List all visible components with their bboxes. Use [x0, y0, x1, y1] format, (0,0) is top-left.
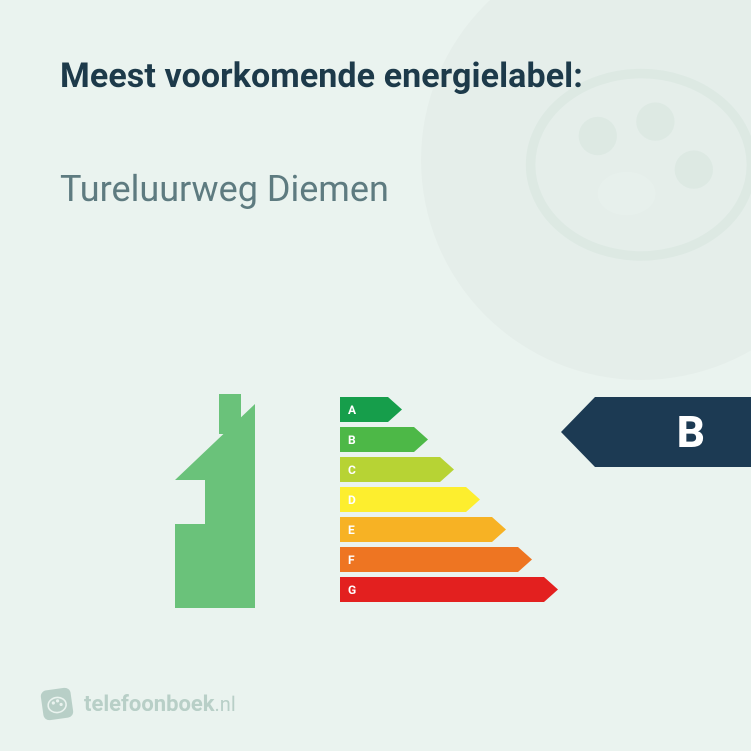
label-bar-c: C — [340, 457, 558, 482]
label-bar-d: D — [340, 487, 558, 512]
bar-label: G — [348, 583, 356, 597]
result-letter: B — [677, 406, 705, 458]
bar-label: F — [348, 553, 355, 567]
footer: telefoonboek.nl — [42, 689, 236, 719]
bar-label: D — [348, 493, 356, 507]
info-card: Meest voorkomende energielabel: Tureluur… — [0, 0, 751, 751]
bar-label: A — [348, 403, 356, 417]
bar-shape — [340, 457, 454, 482]
label-bar-g: G — [340, 577, 558, 602]
footer-brand: telefoonboek.nl — [84, 692, 236, 717]
card-title: Meest voorkomende energielabel: — [60, 56, 583, 96]
result-badge: B — [561, 397, 751, 467]
energy-label-chart: A B C D E F G — [175, 394, 575, 614]
bar-label: B — [348, 433, 356, 447]
bar-shape — [340, 547, 532, 572]
bar-label: C — [348, 463, 356, 477]
bar-shape — [340, 517, 506, 542]
footer-logo — [40, 687, 74, 721]
label-bar-e: E — [340, 517, 558, 542]
brand-tld: .nl — [215, 692, 236, 716]
bar-label: E — [348, 523, 355, 537]
label-bar-f: F — [340, 547, 558, 572]
result-arrow-shape — [561, 397, 751, 467]
palette-small-icon — [46, 693, 69, 716]
house-icon — [175, 394, 341, 608]
bar-shape — [340, 487, 480, 512]
bar-shape — [340, 577, 558, 602]
location-name: Tureluurweg Diemen — [60, 168, 389, 210]
label-bar-a: A — [340, 397, 558, 422]
brand-name: telefoonboek — [84, 692, 215, 717]
label-bar-b: B — [340, 427, 558, 452]
label-bars: A B C D E F G — [340, 397, 558, 607]
